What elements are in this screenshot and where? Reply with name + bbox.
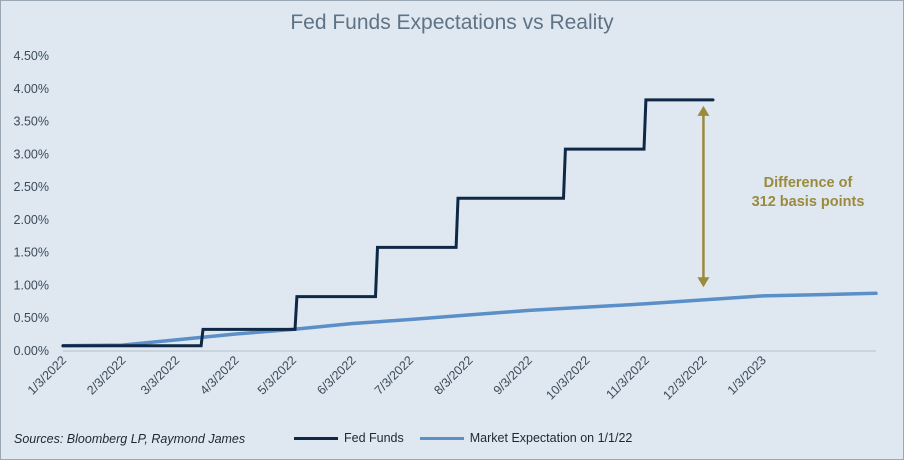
y-tick-label: 2.00% <box>14 213 49 227</box>
fed-funds-line <box>61 98 715 348</box>
x-tick-label: 4/3/2022 <box>197 353 241 397</box>
market-expectation-line <box>61 291 878 348</box>
legend-label-market-expectation: Market Expectation on 1/1/22 <box>469 431 633 445</box>
y-tick-label: 3.50% <box>14 115 49 129</box>
x-tick-label: 5/3/2022 <box>255 353 299 397</box>
difference-arrow-head-up <box>697 105 710 116</box>
y-tick-label: 2.50% <box>14 180 49 194</box>
x-tick-label: 9/3/2022 <box>491 353 535 397</box>
chart-legend: Fed Funds Market Expectation on 1/1/22 <box>294 431 648 445</box>
x-tick-label: 6/3/2022 <box>314 353 358 397</box>
legend-item-fed-funds: Fed Funds <box>294 431 404 445</box>
y-tick-label: 4.00% <box>14 82 49 96</box>
y-tick-label: 1.50% <box>14 246 49 260</box>
legend-item-market-expectation: Market Expectation on 1/1/22 <box>419 431 633 445</box>
x-tick-label: 8/3/2022 <box>431 353 475 397</box>
x-tick-label: 3/3/2022 <box>138 353 182 397</box>
x-tick-label: 1/3/2023 <box>725 353 769 397</box>
x-axis-tick-labels: 1/3/2022 2/3/2022 3/3/2022 4/3/2022 5/3/2022… <box>25 353 769 402</box>
legend-label-fed-funds: Fed Funds <box>344 431 404 445</box>
x-tick-label: 11/3/2022 <box>603 353 652 402</box>
difference-annotation-text: Difference of <box>764 175 853 191</box>
annotation-layer: Difference of 312 basis points <box>697 105 865 288</box>
x-tick-label: 1/3/2022 <box>25 353 69 397</box>
difference-arrow-head-down <box>697 277 710 288</box>
x-tick-label: 12/3/2022 <box>660 353 709 402</box>
y-tick-label: 4.50% <box>14 49 49 63</box>
y-tick-label: 0.00% <box>14 344 49 358</box>
x-tick-label: 10/3/2022 <box>543 353 592 402</box>
y-tick-label: 3.00% <box>14 147 49 161</box>
y-tick-label: 1.00% <box>14 278 49 292</box>
x-tick-label: 7/3/2022 <box>372 353 416 397</box>
legend-swatch-market-expectation <box>419 436 464 440</box>
series-layer <box>61 98 878 348</box>
y-axis-tick-labels: 0.00% 0.50% 1.00% 1.50% 2.00% 2.50% 3.00% 3.50%… <box>14 49 49 358</box>
difference-annotation-text: 312 basis points <box>752 194 865 210</box>
chart-title: Fed Funds Expectations vs Reality <box>290 11 614 34</box>
legend-swatch-fed-funds <box>294 436 338 440</box>
x-tick-label: 2/3/2022 <box>84 353 128 397</box>
y-tick-label: 0.50% <box>14 311 49 325</box>
source-note: Sources: Bloomberg LP, Raymond James <box>14 432 246 446</box>
